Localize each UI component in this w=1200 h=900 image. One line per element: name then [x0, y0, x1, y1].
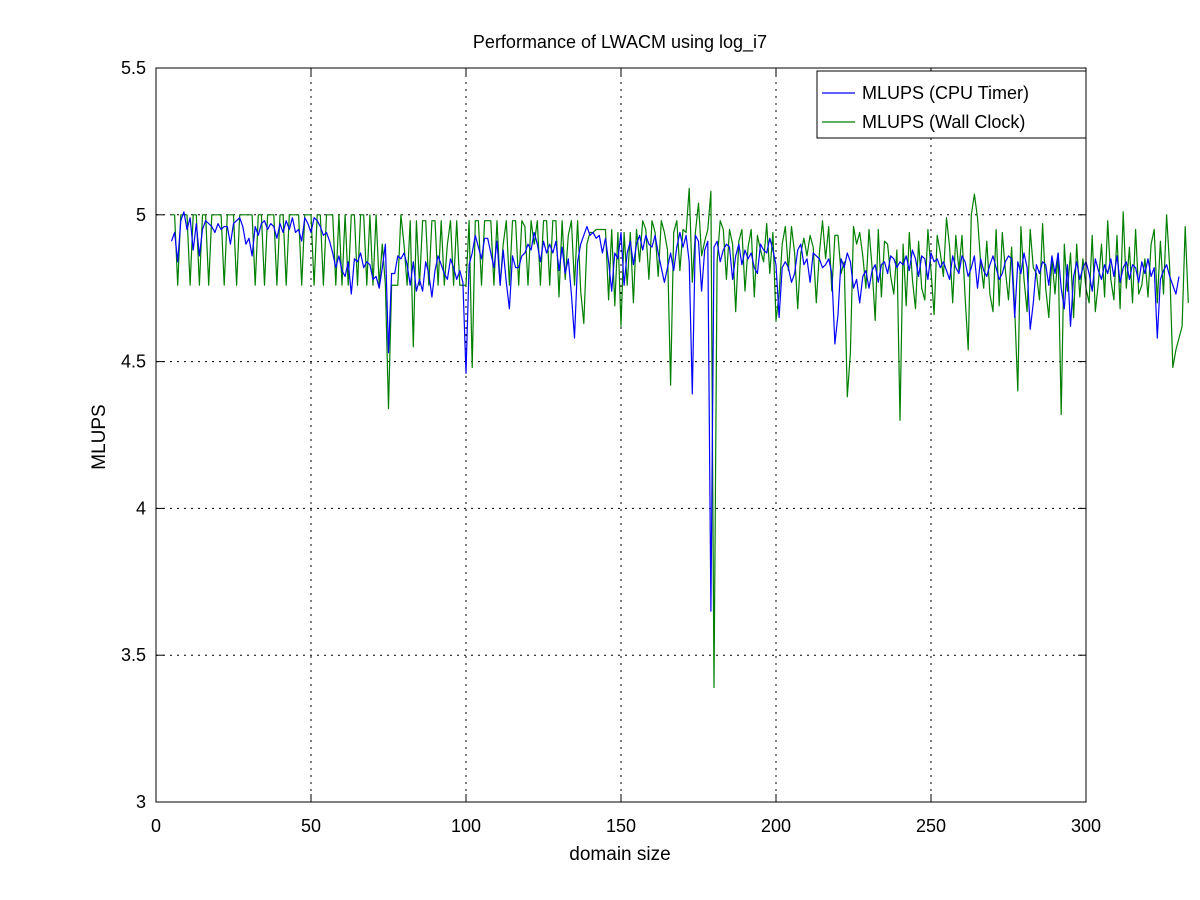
series-layer — [170, 187, 1189, 689]
x-tick-label: 0 — [151, 816, 161, 836]
y-tick-label: 3 — [136, 792, 146, 812]
chart-title: Performance of LWACM using log_i7 — [473, 32, 767, 53]
x-tick-label: 200 — [761, 816, 791, 836]
x-tick-label: 250 — [916, 816, 946, 836]
legend-box — [816, 70, 1087, 139]
series-line-wall-clock — [171, 187, 1189, 689]
x-tick-label: 50 — [301, 816, 321, 836]
legend-label-wall-clock: MLUPS (Wall Clock) — [862, 112, 1025, 132]
y-tick-label: 5.5 — [121, 58, 146, 78]
legend: MLUPS (CPU Timer) MLUPS (Wall Clock) — [816, 70, 1087, 139]
y-tick-label: 4.5 — [121, 352, 146, 372]
x-tick-label: 300 — [1071, 816, 1101, 836]
legend-label-cpu-timer: MLUPS (CPU Timer) — [862, 83, 1029, 103]
y-tick-label: 3.5 — [121, 645, 146, 665]
y-axis-label: MLUPS — [89, 404, 110, 469]
y-tick-label: 4 — [136, 498, 146, 518]
series-line-cpu-timer — [170, 211, 1180, 612]
y-tick-label: 5 — [136, 205, 146, 225]
x-axis-label: domain size — [569, 844, 670, 865]
axis-ticks — [155, 67, 1087, 803]
x-tick-label: 150 — [606, 816, 636, 836]
x-tick-label: 100 — [451, 816, 481, 836]
tick-labels: 0 50 100 150 200 250 300 3 3.5 4 4.5 5 5.5 — [121, 58, 1101, 836]
